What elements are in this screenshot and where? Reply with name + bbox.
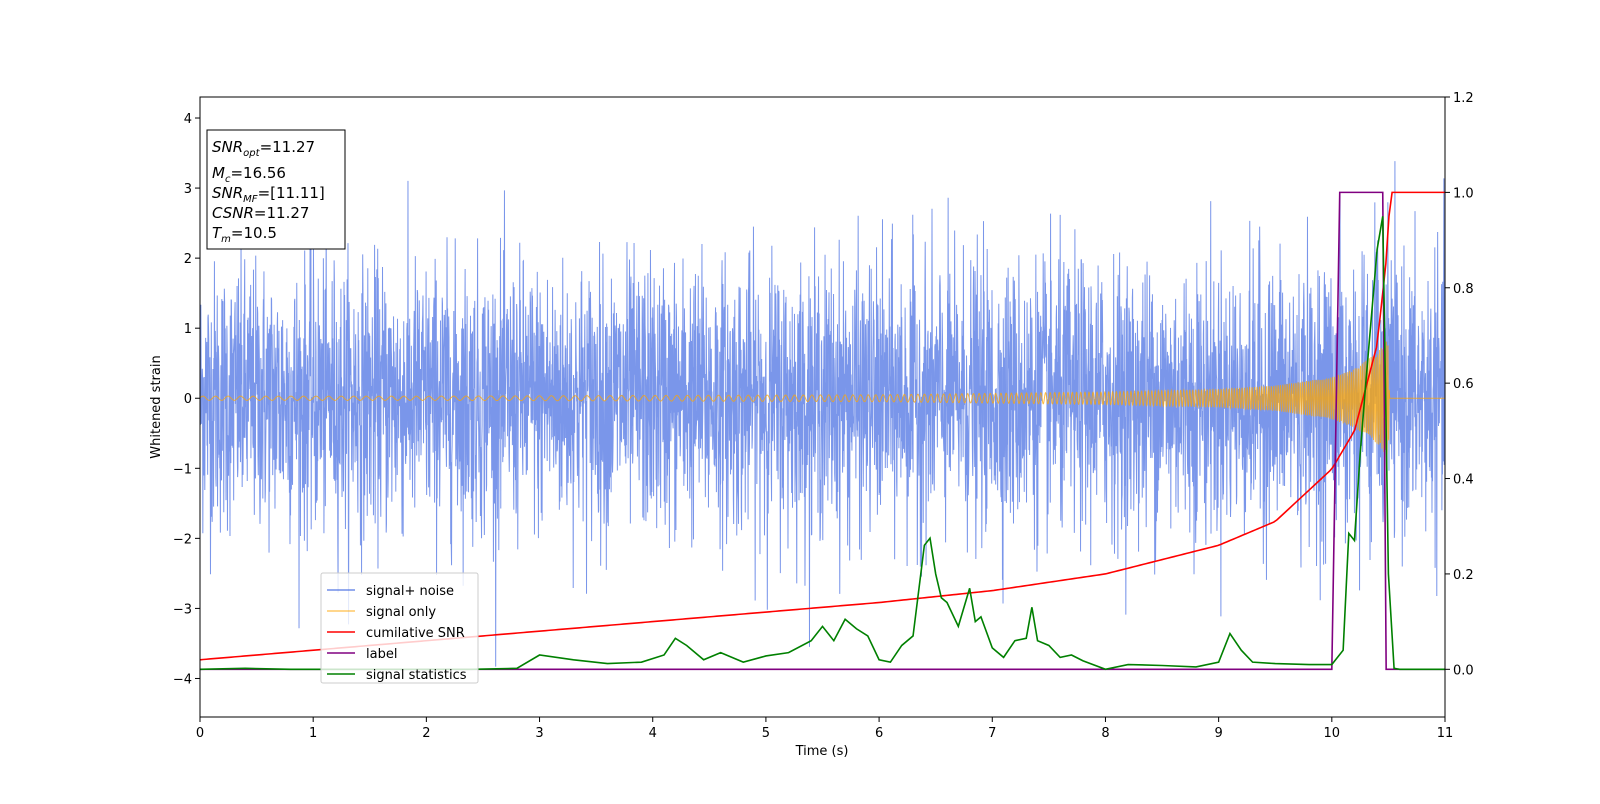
x-tick-label: 11 xyxy=(1437,726,1454,741)
x-tick-label: 1 xyxy=(309,726,317,741)
y-left-tick-label: 0 xyxy=(184,392,192,407)
x-tick-label: 0 xyxy=(196,726,204,741)
x-tick-label: 8 xyxy=(1101,726,1109,741)
x-tick-label: 9 xyxy=(1214,726,1222,741)
legend-entry: signal+ noise xyxy=(366,584,454,599)
y-left-tick-label: −3 xyxy=(173,602,192,617)
y-right-tick-label: 0.0 xyxy=(1453,663,1474,678)
x-tick-label: 4 xyxy=(649,726,657,741)
x-tick-label: 7 xyxy=(988,726,996,741)
x-tick-label: 10 xyxy=(1324,726,1341,741)
info-csnr: CSNR=11.27 xyxy=(212,204,309,222)
info-snr-mf: SNRMF=[11.11] xyxy=(212,184,325,205)
series-signal-only xyxy=(200,341,1445,455)
info-tm: Tm=10.5 xyxy=(212,224,277,245)
x-axis-label: Time (s) xyxy=(795,744,849,759)
x-tick-label: 3 xyxy=(535,726,543,741)
y-left-tick-label: 2 xyxy=(184,252,192,267)
y-right-tick-label: 0.6 xyxy=(1453,377,1474,392)
y-right-tick-label: 1.0 xyxy=(1453,186,1474,201)
y-left-tick-label: 3 xyxy=(184,182,192,197)
legend-entry: label xyxy=(366,647,397,662)
legend-entry: signal only xyxy=(366,605,436,620)
y-right-tick-label: 1.2 xyxy=(1453,91,1474,106)
y-left-tick-label: −1 xyxy=(173,462,192,477)
legend: signal+ noise signal only cumilative SNR la… xyxy=(320,572,479,684)
info-snr-opt: SNRopt=11.27 xyxy=(212,138,315,159)
legend-entry: signal statistics xyxy=(366,668,467,683)
x-tick-label: 5 xyxy=(762,726,770,741)
y-axis-label: Whitened strain xyxy=(149,355,164,458)
y-left-tick-label: 1 xyxy=(184,322,192,337)
x-tick-label: 6 xyxy=(875,726,883,741)
x-tick-label: 2 xyxy=(422,726,430,741)
y-left-tick-label: 4 xyxy=(184,112,192,127)
y-left-tick-label: −2 xyxy=(173,532,192,547)
legend-entry: cumilative SNR xyxy=(366,626,465,641)
info-mc: Mc=16.56 xyxy=(212,164,286,185)
info-box: SNRopt=11.27 Mc=16.56 SNRMF=[11.11] CSNR… xyxy=(206,129,346,250)
series-signal-statistics xyxy=(200,216,1445,671)
y-right-tick-label: 0.8 xyxy=(1453,282,1474,297)
series-signal-noise xyxy=(200,161,1445,667)
plot-frame xyxy=(199,96,1446,718)
y-left-tick-label: −4 xyxy=(173,672,192,687)
y-right-tick-label: 0.4 xyxy=(1453,473,1474,488)
y-right-tick-label: 0.2 xyxy=(1453,568,1474,583)
